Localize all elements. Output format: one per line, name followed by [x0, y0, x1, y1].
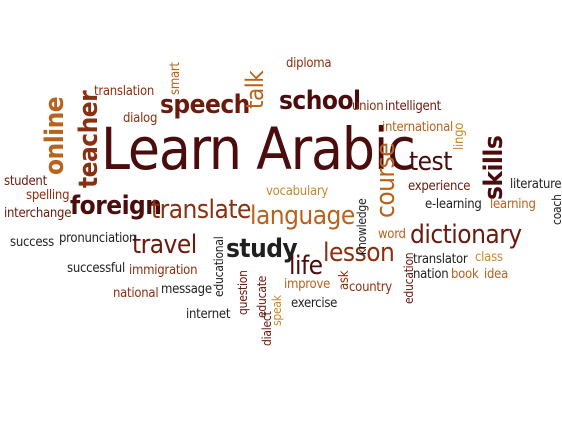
word-country: country — [349, 280, 392, 295]
word-e-learning: e-learning — [425, 197, 482, 212]
word-successful: successful — [67, 261, 125, 276]
word-vocabulary: vocabulary — [266, 184, 329, 199]
word-school: school — [279, 86, 361, 116]
word-message: message — [161, 282, 212, 297]
word-question: question — [236, 270, 250, 315]
word-translation: translation — [94, 84, 155, 99]
word-skills: skills — [479, 135, 509, 200]
word-internet: internet — [186, 307, 231, 322]
word-diploma: diploma — [286, 56, 332, 71]
word-literature: literature — [510, 177, 562, 192]
word-union: union — [352, 99, 384, 114]
word-online: online — [40, 96, 70, 175]
word-foreign: foreign — [70, 191, 162, 221]
word-idea: idea — [484, 267, 509, 282]
word-translator: translator — [413, 252, 468, 267]
word-book: book — [451, 267, 479, 282]
word-teacher: teacher — [74, 90, 104, 188]
word-immigration: immigration — [129, 263, 198, 278]
word-improve: improve — [284, 277, 331, 292]
word-dialog: dialog — [123, 111, 158, 126]
word-spelling: spelling — [26, 188, 70, 203]
word-dialect: dialect — [260, 311, 274, 346]
word-pronunciation: pronunciation — [59, 231, 137, 246]
word-smart: smart — [168, 62, 183, 95]
word-travel: travel — [132, 230, 197, 260]
word-test: test — [409, 147, 452, 177]
word-interchange: interchange — [4, 206, 72, 221]
word-speech: speech — [160, 90, 250, 120]
word-talk: talk — [241, 70, 269, 109]
word-learning: learning — [490, 197, 536, 212]
word-class: class — [475, 250, 503, 265]
word-lingo: lingo — [452, 122, 467, 150]
word-learn-arabic: Learn Arabic — [101, 115, 416, 183]
word-nation: nation — [413, 267, 449, 282]
word-life: life — [289, 251, 323, 281]
word-lesson: lesson — [323, 238, 395, 268]
word-word: word — [378, 227, 406, 242]
word-language: language — [250, 201, 355, 231]
word-dictionary: dictionary — [410, 220, 522, 250]
word-educational: educational — [212, 236, 226, 297]
word-intelligent: intelligent — [385, 99, 441, 114]
word-national: national — [113, 286, 159, 301]
word-knowledge: knowledge — [355, 198, 369, 255]
word-exercise: exercise — [291, 296, 338, 311]
word-coach: coach — [550, 194, 562, 225]
word-experience: experience — [408, 179, 471, 194]
word-success: success — [10, 235, 54, 250]
word-study: study — [226, 234, 298, 264]
word-education: education — [402, 252, 416, 304]
word-international: international — [382, 120, 454, 135]
word-course: course — [371, 142, 401, 218]
word-student: student — [4, 174, 47, 189]
word-translate: translate — [151, 195, 251, 225]
